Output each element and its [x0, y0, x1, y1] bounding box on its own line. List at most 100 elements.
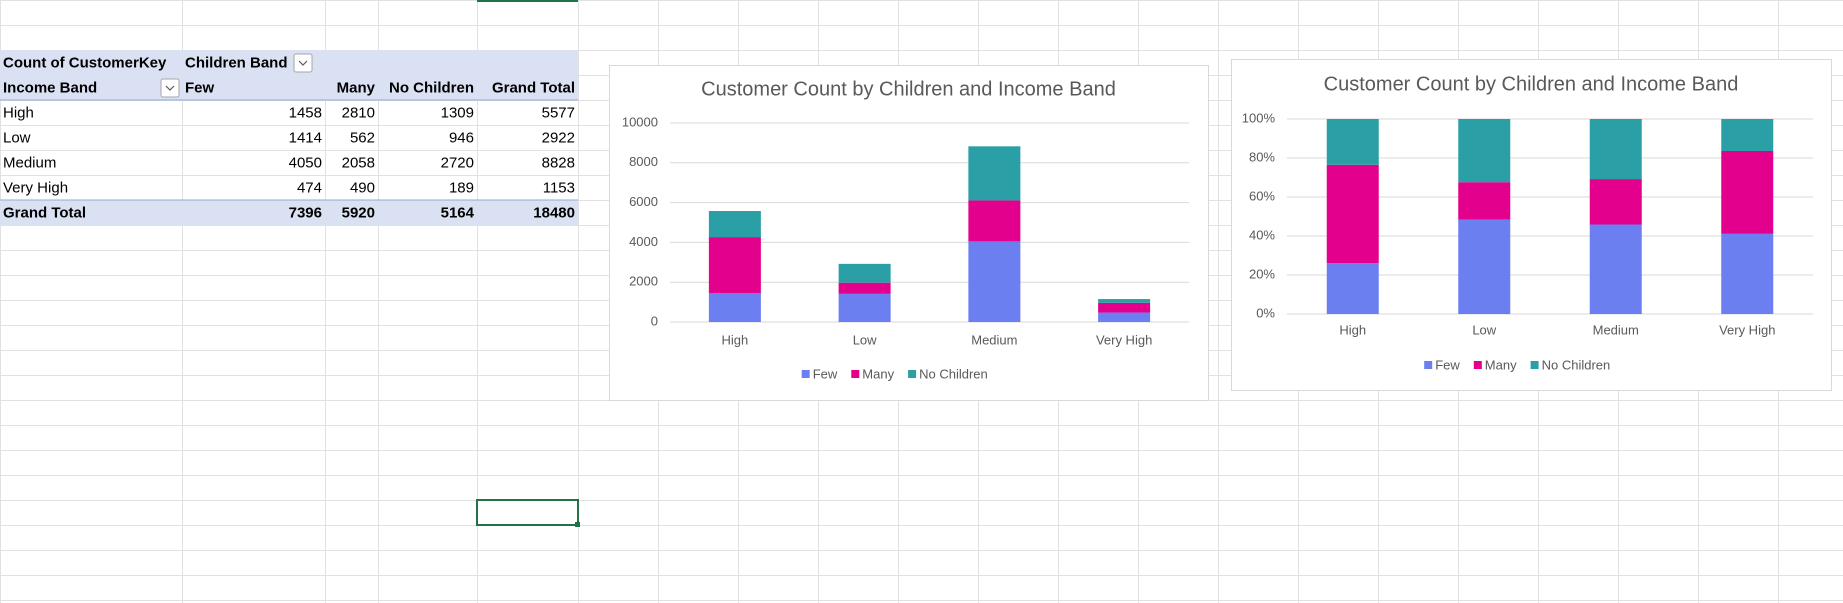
bar-segment	[1721, 233, 1774, 314]
chart[interactable]: Customer Count by Children and Income Ba…	[1231, 59, 1832, 391]
table-cell: 2810	[342, 104, 375, 121]
table-cell: 474	[297, 179, 322, 196]
table-cell: 7396	[289, 204, 322, 221]
y-tick-label: 100%	[1242, 110, 1276, 125]
bar-segment	[1098, 299, 1151, 303]
bar-segment	[968, 146, 1021, 201]
table-cell: Grand Total	[492, 79, 575, 96]
dropdown-arrow	[298, 60, 308, 66]
table-cell: 1153	[543, 179, 575, 196]
table-cell: 5577	[542, 104, 575, 121]
y-tick-label: 20%	[1249, 266, 1275, 281]
table-cell: Children Band	[185, 54, 288, 71]
x-tick-label: Very High	[1096, 332, 1152, 347]
table-cell: 562	[350, 129, 375, 146]
x-tick-label: Medium	[1593, 322, 1639, 337]
chart-title: Customer Count by Children and Income Ba…	[1324, 73, 1739, 95]
bar-segment	[1098, 312, 1151, 322]
legend-swatch	[1473, 361, 1482, 369]
y-tick-label: 40%	[1249, 227, 1275, 242]
legend-swatch	[1530, 361, 1539, 369]
y-tick-label: 6000	[629, 194, 658, 209]
selected-cell[interactable]	[476, 499, 579, 526]
legend-label: Many	[1485, 357, 1517, 372]
chart[interactable]: Customer Count by Children and Income Ba…	[609, 65, 1209, 401]
table-cell: 5920	[342, 204, 375, 221]
x-tick-label: Medium	[971, 332, 1017, 347]
table-cell: 946	[449, 129, 474, 146]
bar-segment	[838, 282, 891, 294]
legend-swatch	[908, 370, 917, 378]
charts: Customer Count by Children and Income Ba…	[609, 59, 1832, 401]
bar-segment	[1326, 119, 1379, 165]
table-cell: 490	[350, 179, 375, 196]
legend-label: No Children	[1542, 357, 1611, 372]
x-tick-label: High	[1339, 322, 1366, 337]
table-cell: 1458	[289, 104, 322, 121]
x-tick-label: Very High	[1719, 322, 1775, 337]
x-tick-label: Low	[853, 332, 877, 347]
table-cell: 8828	[542, 154, 575, 171]
bar-segment	[1326, 263, 1379, 314]
chart-area	[609, 65, 1209, 401]
y-tick-label: 10000	[622, 114, 658, 129]
bar-segment	[838, 293, 891, 322]
dropdown-box	[160, 78, 180, 98]
table-cell: High	[3, 104, 34, 121]
bar-segment	[838, 263, 891, 283]
bar-segment	[1589, 224, 1642, 314]
table-cell: 2922	[542, 129, 575, 146]
legend-swatch	[1424, 361, 1433, 369]
header-fill	[0, 50, 578, 75]
header-fill	[0, 75, 578, 100]
bar-segment	[1458, 182, 1511, 220]
table-cell: Grand Total	[3, 204, 86, 221]
bar-segment	[708, 292, 761, 322]
table-cell: 1414	[289, 129, 322, 146]
table-cell: 18480	[533, 204, 575, 221]
bar-segment	[1098, 302, 1151, 313]
bar-segment	[1458, 219, 1511, 314]
y-tick-label: 4000	[629, 234, 658, 249]
table-cell: 2058	[342, 154, 375, 171]
bar-segment	[1589, 119, 1642, 180]
table-cell: No Children	[389, 79, 474, 96]
column-header-highlight	[477, 0, 578, 2]
y-tick-label: 60%	[1249, 188, 1275, 203]
x-tick-label: Low	[1472, 322, 1496, 337]
fill-handle[interactable]	[575, 522, 580, 527]
bar-segment	[1721, 119, 1774, 151]
dropdown-box	[293, 53, 313, 73]
legend-label: Many	[862, 366, 894, 381]
y-tick-label: 0	[651, 313, 658, 328]
bar-segment	[968, 200, 1021, 242]
table-cell: Income Band	[3, 79, 97, 96]
pivot-table: Count of CustomerKey Children Band Income …	[0, 50, 578, 225]
bar-segment	[708, 211, 761, 238]
legend-label: Few	[813, 366, 838, 381]
filter-dropdown[interactable]	[293, 53, 313, 73]
table-cell: Many	[337, 79, 376, 96]
legend-label: Few	[1435, 357, 1460, 372]
table-cell: Low	[3, 129, 31, 146]
bar-segment	[1458, 119, 1511, 183]
y-tick-label: 8000	[629, 154, 658, 169]
bar-segment	[968, 241, 1021, 322]
table-cell: Very High	[3, 179, 68, 196]
table-cell: 1309	[441, 104, 474, 121]
y-tick-label: 2000	[629, 274, 658, 289]
filter-dropdown[interactable]	[160, 78, 180, 98]
header-fill	[0, 200, 578, 225]
y-tick-label: 80%	[1249, 149, 1275, 164]
table-cell: 5164	[441, 204, 475, 221]
bar-segment	[1721, 150, 1774, 234]
bar-segment	[708, 237, 761, 293]
dropdown-arrow	[165, 85, 175, 91]
legend-swatch	[851, 370, 860, 378]
table-cell: Count of CustomerKey	[3, 54, 167, 71]
table-cell: 2720	[441, 154, 474, 171]
table-cell: Few	[185, 79, 215, 96]
chart-title: Customer Count by Children and Income Ba…	[701, 78, 1116, 100]
